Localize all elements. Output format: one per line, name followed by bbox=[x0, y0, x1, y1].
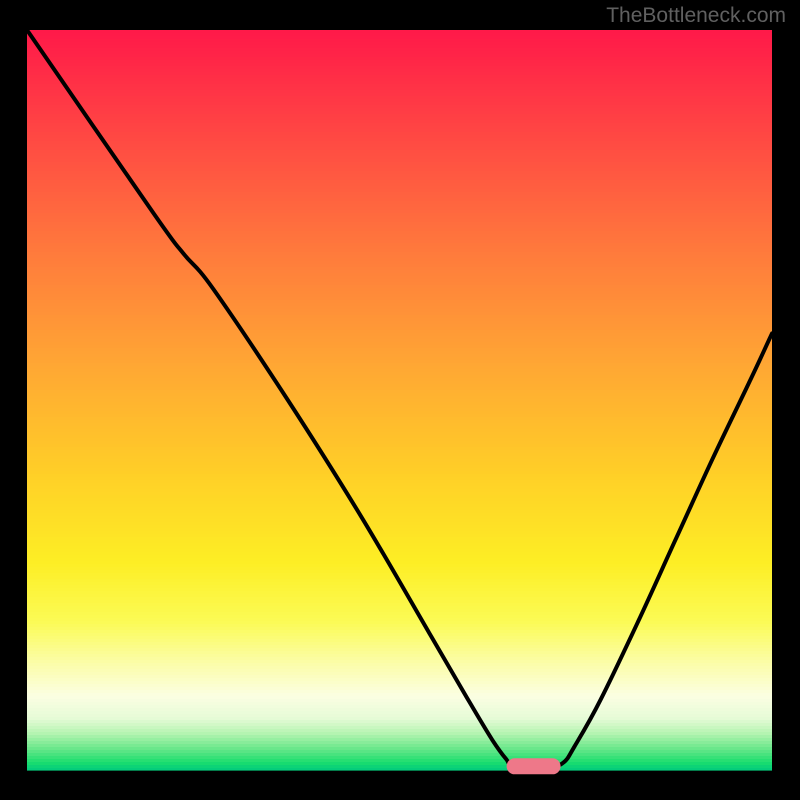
gradient-fill bbox=[27, 30, 772, 771]
watermark-text: TheBottleneck.com bbox=[606, 4, 786, 28]
optimal-marker bbox=[507, 758, 561, 774]
chart-svg bbox=[0, 0, 800, 800]
bottleneck-chart-container: TheBottleneck.com bbox=[0, 0, 800, 800]
